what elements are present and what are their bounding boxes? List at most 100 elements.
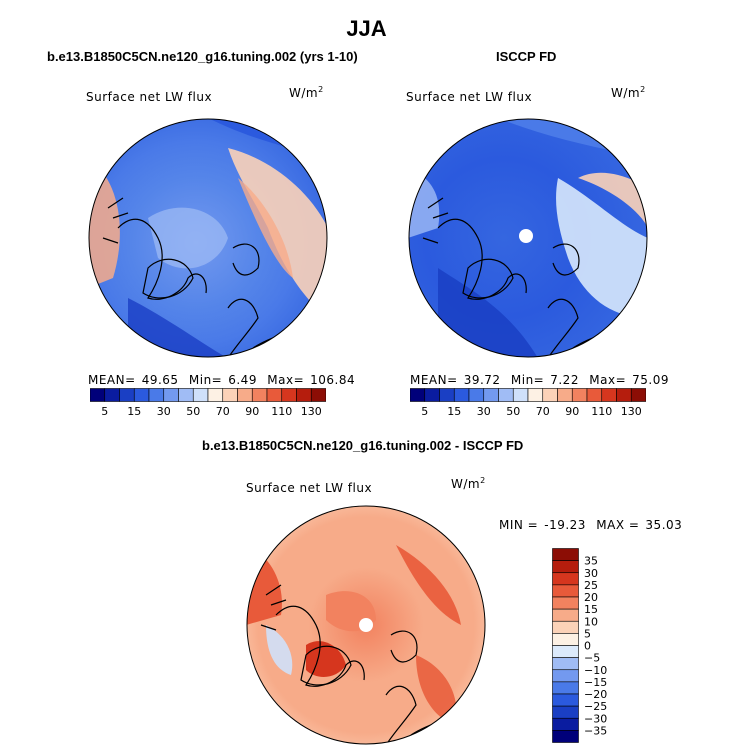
panel3-units-base: W/m [451, 477, 481, 491]
colorbar-model-swatch [148, 388, 165, 402]
panel2-units-base: W/m [611, 86, 641, 100]
panel1-max-value: 106.84 [310, 373, 356, 387]
colorbar-difference-tick-label: −5 [584, 652, 600, 665]
colorbar-difference-tick-label: −35 [584, 724, 607, 737]
map-difference-border [246, 505, 486, 745]
colorbar-model: 5 15 30 50 70 90 110 130 [90, 388, 326, 418]
panel1-max-label: Max= [267, 373, 305, 387]
colorbar-difference-tick-label: −10 [584, 664, 607, 677]
colorbar-observed-tick-label: 70 [536, 405, 550, 418]
panel1-min-value: 6.49 [228, 373, 257, 387]
map-difference-region-west-cool [266, 625, 293, 675]
map-difference-region-greenland [306, 641, 346, 677]
panel3-subtitle: b.e13.B1850C5CN.ne120_g16.tuning.002 - I… [202, 438, 524, 453]
colorbar-difference-tick-label: 10 [584, 615, 598, 628]
colorbar-difference-tick-label: 15 [584, 603, 598, 616]
map-model-region-east-core [238, 178, 293, 278]
colorbar-model-swatch [133, 388, 150, 402]
map-observed-coastlines [422, 197, 629, 357]
panel3-min-label: MIN = [499, 518, 539, 532]
map-model-region-arctic [148, 207, 228, 269]
map-difference-region-northeast [396, 545, 461, 625]
panel2-max-label: Max= [589, 373, 627, 387]
colorbar-model-swatch [178, 388, 194, 402]
colorbar-difference-tick-label: 35 [584, 555, 598, 568]
colorbar-observed-tick-label: 130 [621, 405, 642, 418]
colorbar-observed-swatch [527, 388, 544, 402]
map-observed-region-northeast [578, 172, 647, 228]
colorbar-model-tick-label: 90 [245, 405, 259, 418]
colorbar-observed-swatch [616, 388, 632, 402]
colorbar-model-swatch [90, 388, 106, 402]
colorbar-observed-swatch [512, 388, 529, 402]
colorbar-difference-tick-label: −15 [584, 676, 607, 689]
map-model [88, 118, 328, 358]
colorbar-observed-swatch [483, 388, 499, 402]
panel3-units-exp: 2 [480, 476, 486, 485]
colorbar-difference-swatch [552, 705, 579, 719]
colorbar-observed: 5 15 30 50 70 90 110 130 [410, 388, 646, 418]
colorbar-observed-swatch [424, 388, 440, 402]
colorbar-model-swatch [251, 388, 268, 402]
colorbar-difference-swatch [552, 548, 579, 561]
colorbar-difference-swatch [552, 633, 579, 646]
panel2-min-label: Min= [510, 373, 545, 387]
panel1-mean-label: MEAN= [88, 373, 136, 387]
colorbar-model-tick-label: 15 [127, 405, 141, 418]
colorbar-difference-tick-label: 5 [584, 627, 591, 640]
colorbar-model-swatch [207, 388, 224, 402]
panel1-variable-label: Surface net LW flux [86, 90, 213, 104]
map-difference-region-southeast [416, 655, 457, 725]
colorbar-observed-swatch [542, 388, 558, 402]
panel2-stats: MEAN= 39.72 Min= 7.22 Max= 75.09 [410, 373, 675, 387]
panel3-variable-label: Surface net LW flux [246, 481, 373, 495]
colorbar-model-swatch [266, 388, 283, 402]
panel1-units-base: W/m [289, 86, 319, 100]
panel2-min-value: 7.22 [550, 373, 579, 387]
panel2-mean-value: 39.72 [463, 373, 501, 387]
panel2-mean-label: MEAN= [410, 373, 458, 387]
colorbar-difference-tick-label: 20 [584, 591, 598, 604]
colorbar-difference-swatch [552, 669, 579, 683]
colorbar-model-swatch [296, 388, 312, 402]
map-observed [408, 118, 648, 358]
map-difference-pole-mask [359, 618, 373, 632]
map-observed-pole-mask [519, 229, 533, 243]
colorbar-difference-tick-label: −20 [584, 688, 607, 701]
colorbar-difference-swatch [552, 645, 579, 658]
panel2-subtitle: ISCCP FD [496, 49, 557, 64]
panel1-mean-value: 49.65 [141, 373, 179, 387]
colorbar-model-tick-label: 30 [157, 405, 171, 418]
colorbar-model-swatch [310, 388, 326, 402]
colorbar-model-tick-label: 5 [101, 405, 108, 418]
colorbar-observed-swatch [439, 388, 455, 402]
colorbar-difference-swatch [552, 596, 579, 610]
panel2-max-value: 75.09 [632, 373, 670, 387]
colorbar-observed-tick-label: 15 [447, 405, 461, 418]
colorbar-model-tick-label: 130 [301, 405, 322, 418]
colorbar-observed-swatch [601, 388, 617, 402]
colorbar-model-swatch [237, 388, 253, 402]
colorbar-difference-tick-label: 0 [584, 640, 591, 653]
colorbar-observed-swatch [571, 388, 588, 402]
panel3-max-value: 35.03 [645, 518, 683, 532]
colorbar-observed-tick-label: 50 [506, 405, 520, 418]
panel2-units-exp: 2 [640, 85, 646, 94]
colorbar-observed-tick-label: 90 [565, 405, 579, 418]
colorbar-observed-swatch [453, 388, 470, 402]
map-model-border [88, 118, 328, 358]
colorbar-observed-tick-label: 5 [421, 405, 428, 418]
colorbar-model-swatch [119, 388, 135, 402]
colorbar-difference-swatch [552, 681, 579, 695]
colorbar-difference-swatch [552, 608, 579, 622]
colorbar-difference-swatch [552, 730, 579, 743]
colorbar-difference-tick-label: 25 [584, 579, 598, 592]
panel3-units: W/m2 [451, 476, 486, 491]
colorbar-model-tick-label: 50 [186, 405, 200, 418]
colorbar-model-tick-label: 110 [271, 405, 292, 418]
panel2-units: W/m2 [611, 85, 646, 100]
colorbar-observed-swatch [468, 388, 485, 402]
panel1-units: W/m2 [289, 85, 324, 100]
colorbar-difference-tick-label: −25 [584, 700, 607, 713]
